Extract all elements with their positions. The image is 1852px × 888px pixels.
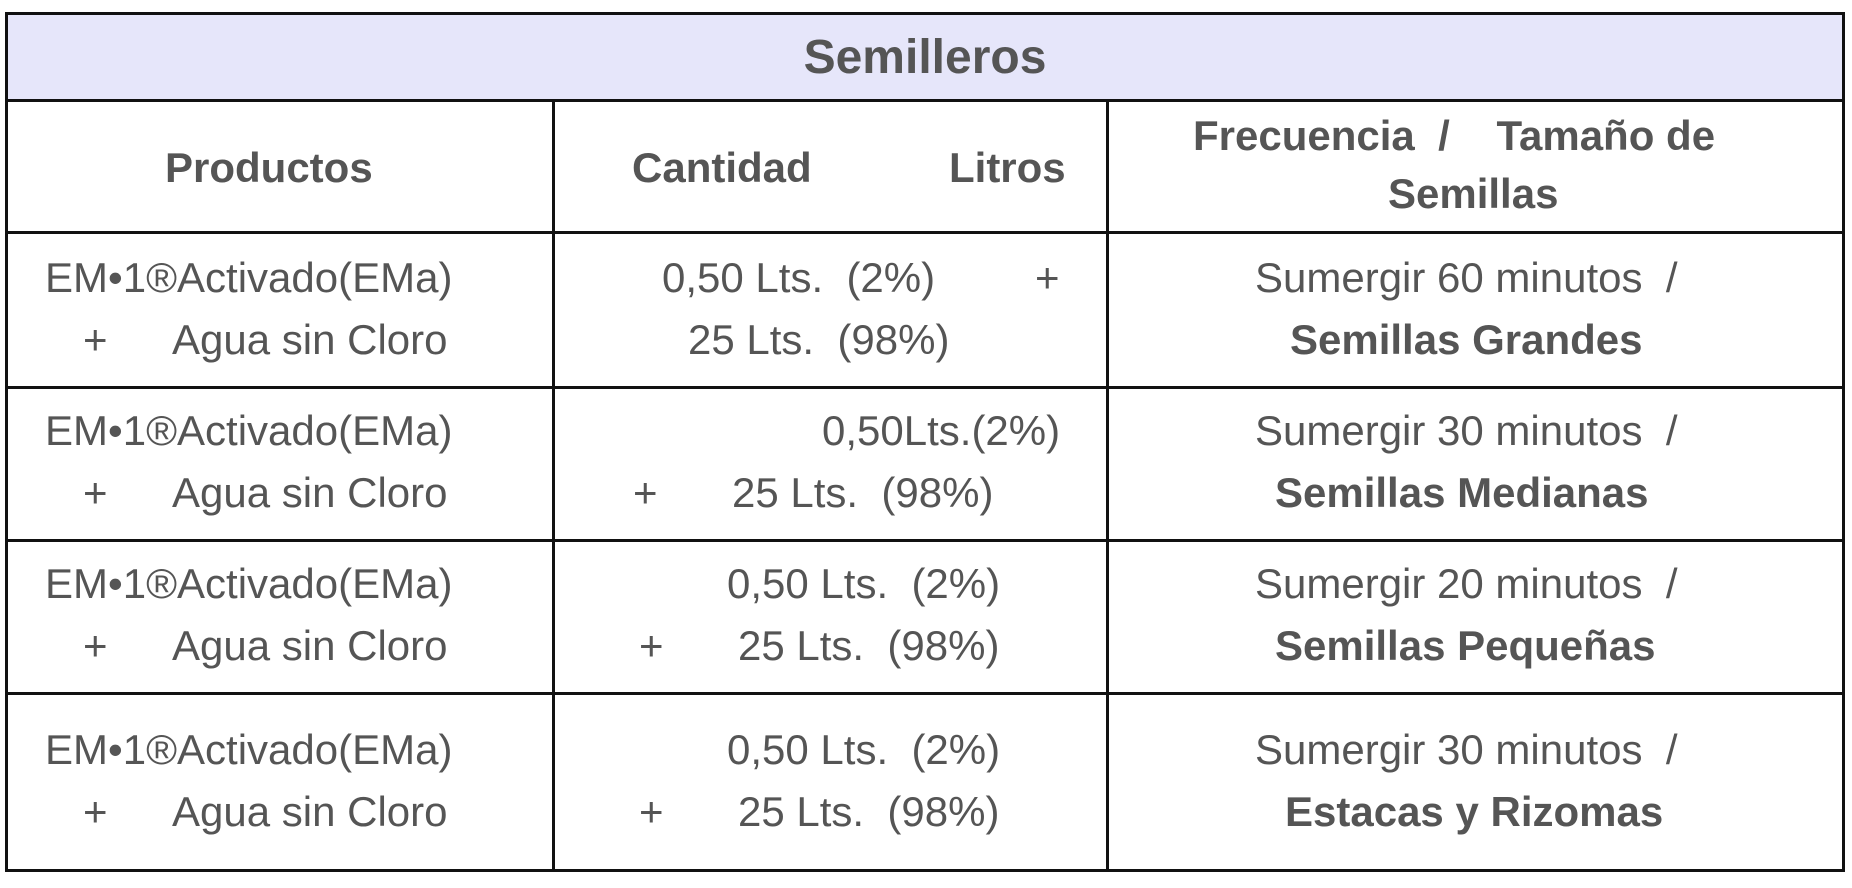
header-cantidad: Cantidad: [632, 144, 812, 191]
product-plus: +: [83, 622, 108, 669]
header-semillas: Semillas: [1388, 170, 1559, 217]
product-plus: +: [83, 316, 108, 363]
frequency-text: Sumergir 20 minutos /: [1255, 560, 1678, 607]
product-water: Agua sin Cloro: [172, 622, 448, 669]
quantity-ema: 0,50 Lts. (2%): [727, 726, 1001, 773]
quantity-water: 25 Lts. (98%): [738, 788, 1000, 835]
frequency-cell: Sumergir 30 minutos / Semillas Medianas: [1109, 389, 1842, 539]
quantity-plus: +: [639, 622, 664, 669]
product-name: EM•1®Activado(EMa): [45, 254, 453, 301]
table-row: EM•1®Activado(EMa) + Agua sin Cloro: [8, 389, 552, 539]
frequency-text: Sumergir 60 minutos /: [1255, 254, 1678, 301]
product-name: EM•1®Activado(EMa): [45, 726, 453, 773]
product-water: Agua sin Cloro: [172, 788, 448, 835]
product-name: EM•1®Activado(EMa): [45, 560, 453, 607]
quantity-plus: +: [633, 469, 658, 516]
table-title: Semilleros: [803, 30, 1047, 84]
frequency-text: Sumergir 30 minutos /: [1255, 726, 1678, 773]
quantity-cell: 0,50Lts.(2%) + 25 Lts. (98%): [555, 389, 1106, 539]
quantity-ema: 0,50 Lts. (2%): [662, 254, 936, 301]
quantity-plus: +: [639, 788, 664, 835]
quantity-cell: 0,50 Lts. (2%) + 25 Lts. (98%): [555, 695, 1106, 869]
table-title-row: Semilleros: [8, 15, 1842, 102]
header-frecuencia: Frecuencia / Tamaño de: [1193, 112, 1716, 159]
row-divider: [8, 539, 1842, 542]
product-water: Agua sin Cloro: [172, 469, 448, 516]
quantity-water: 25 Lts. (98%): [732, 469, 994, 516]
table-row: EM•1®Activado(EMa) + Agua sin Cloro: [8, 695, 552, 869]
frequency-cell: Sumergir 30 minutos / Estacas y Rizomas: [1109, 695, 1842, 869]
frequency-cell: Sumergir 60 minutos / Semillas Grandes: [1109, 234, 1842, 386]
semilleros-table: Semilleros Productos Cantidad Litros Fre…: [5, 12, 1845, 872]
row-divider: [8, 231, 1842, 234]
header-productos-cell: Productos: [8, 102, 552, 231]
quantity-water: 25 Lts. (98%): [688, 316, 950, 363]
header-cantidad-cell: Cantidad Litros: [555, 102, 1106, 231]
quantity-ema: 0,50 Lts. (2%): [727, 560, 1001, 607]
product-name: EM•1®Activado(EMa): [45, 407, 453, 454]
quantity-cell: 0,50 Lts. (2%) + 25 Lts. (98%): [555, 234, 1106, 386]
quantity-cell: 0,50 Lts. (2%) + 25 Lts. (98%): [555, 542, 1106, 692]
seed-size: Semillas Medianas: [1275, 469, 1649, 516]
header-productos: Productos: [165, 144, 373, 191]
column-divider: [1106, 102, 1109, 869]
row-divider: [8, 386, 1842, 389]
seed-size: Semillas Pequeñas: [1275, 622, 1656, 669]
quantity-ema: 0,50Lts.(2%): [822, 407, 1061, 454]
quantity-water: 25 Lts. (98%): [738, 622, 1000, 669]
product-plus: +: [83, 788, 108, 835]
seed-size: Semillas Grandes: [1290, 316, 1643, 363]
frequency-text: Sumergir 30 minutos /: [1255, 407, 1678, 454]
seed-size: Estacas y Rizomas: [1285, 788, 1664, 835]
table-row: EM•1®Activado(EMa) + Agua sin Cloro: [8, 234, 552, 386]
frequency-cell: Sumergir 20 minutos / Semillas Pequeñas: [1109, 542, 1842, 692]
table-row: EM•1®Activado(EMa) + Agua sin Cloro: [8, 542, 552, 692]
quantity-plus: +: [1035, 254, 1060, 301]
row-divider: [8, 692, 1842, 695]
column-divider: [552, 102, 555, 869]
header-litros: Litros: [949, 144, 1066, 191]
product-plus: +: [83, 469, 108, 516]
product-water: Agua sin Cloro: [172, 316, 448, 363]
header-frecuencia-cell: Frecuencia / Tamaño de Semillas: [1109, 102, 1842, 231]
